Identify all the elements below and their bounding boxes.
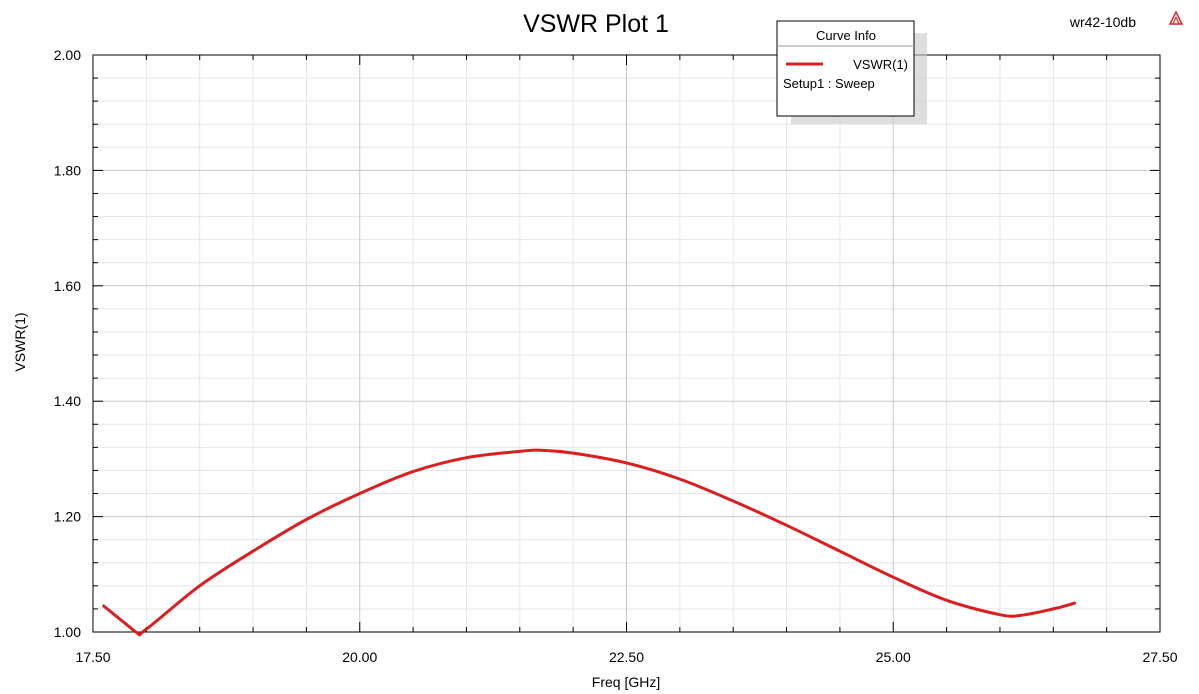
y-tick-label: 1.00	[54, 624, 81, 640]
chart-title: VSWR Plot 1	[523, 10, 669, 38]
axis-ticks	[92, 54, 1161, 633]
x-tick-label: 27.50	[1142, 649, 1177, 665]
x-axis-label: Freq [GHz]	[592, 674, 660, 690]
series-line-vswr	[102, 448, 1077, 637]
y-axis-label: VSWR(1)	[12, 312, 28, 371]
y-tick-labels: 1.00 1.20 1.40 1.60 1.80 2.00	[54, 47, 81, 640]
x-tick-labels: 17.50 20.00 22.50 25.00 27.50	[75, 649, 1177, 665]
x-tick-label: 22.50	[609, 649, 644, 665]
x-tick-label: 25.00	[876, 649, 911, 665]
legend[interactable]: Curve Info VSWR(1) Setup1 : Sweep	[776, 20, 927, 124]
y-tick-label: 1.80	[54, 162, 81, 178]
y-tick-label: 1.60	[54, 278, 81, 294]
legend-title: Curve Info	[816, 28, 876, 43]
legend-entry: VSWR(1)	[853, 57, 908, 72]
x-tick-label: 17.50	[75, 649, 110, 665]
legend-subentry: Setup1 : Sweep	[783, 76, 875, 91]
y-tick-label: 1.40	[54, 393, 81, 409]
x-tick-label: 20.00	[342, 649, 377, 665]
ansys-logo-icon	[1168, 10, 1184, 25]
y-tick-label: 2.00	[54, 47, 81, 63]
design-name: wr42-10db	[1069, 14, 1136, 30]
y-tick-label: 1.20	[54, 509, 81, 525]
major-grid	[93, 55, 1160, 632]
